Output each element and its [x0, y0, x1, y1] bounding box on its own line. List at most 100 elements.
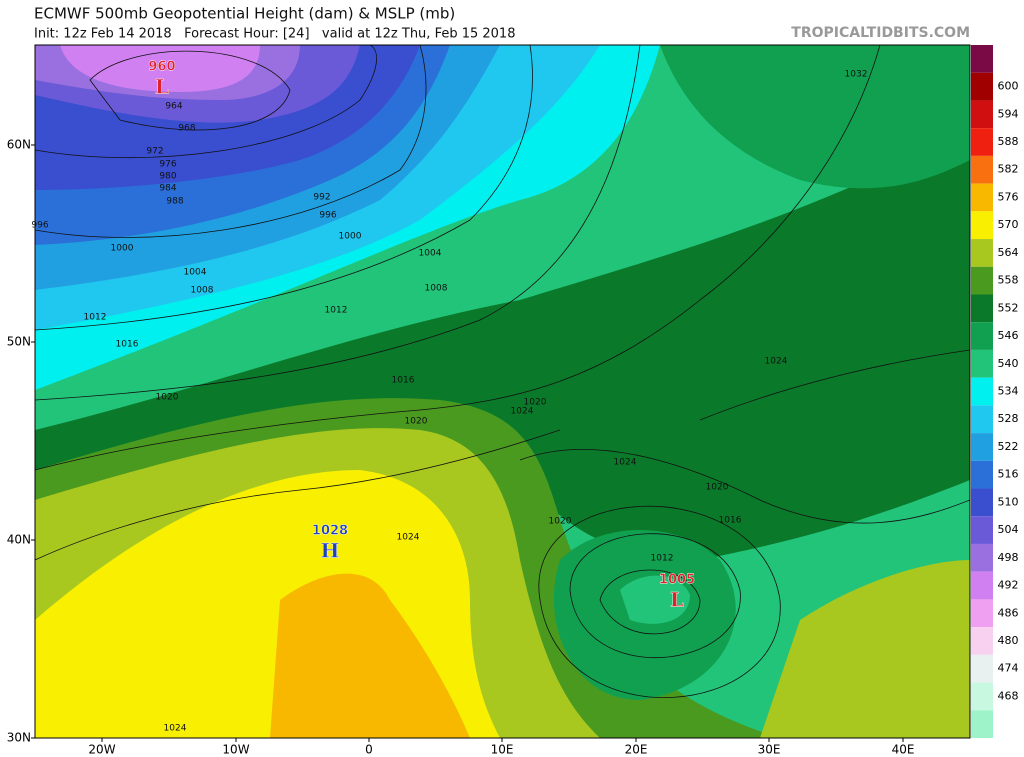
- lon-label: 0: [365, 743, 373, 757]
- isobar-label: 1016: [392, 376, 415, 386]
- colorbar-swatch: [971, 654, 993, 683]
- isobar-label: 1016: [719, 516, 742, 526]
- isobar-label: 984: [159, 184, 176, 194]
- isobar-label: 1016: [116, 340, 139, 350]
- colorbar-swatch: [971, 349, 993, 378]
- isobar-label: 1024: [614, 458, 637, 468]
- subtitle: Init: 12z Feb 14 2018 Forecast Hour: [24…: [34, 27, 515, 42]
- isobar-label: 1012: [325, 306, 348, 316]
- colorbar-label: 594: [998, 107, 1019, 120]
- isobar-label: 968: [178, 124, 195, 134]
- colorbar-swatch: [971, 710, 993, 738]
- colorbar-swatch: [971, 239, 993, 267]
- isobar-label: 1020: [549, 517, 572, 527]
- colorbar-swatch: [971, 72, 993, 101]
- lon-label: 20W: [88, 743, 115, 757]
- isobar-label: 972: [146, 147, 163, 157]
- colorbar-label: 492: [998, 579, 1019, 592]
- lon-label: 20E: [625, 743, 648, 757]
- colorbar-swatch: [971, 211, 993, 240]
- colorbar-label: 498: [998, 551, 1019, 564]
- isobar-label: 992: [313, 193, 330, 203]
- isobar-label: 1020: [524, 398, 547, 408]
- colorbar-label: 486: [998, 606, 1019, 619]
- colorbar-swatch: [971, 599, 993, 628]
- colorbar-swatch: [971, 155, 993, 184]
- isobar-label: 1024: [511, 407, 534, 417]
- isobar-label: 980: [159, 172, 176, 182]
- colorbar-swatch: [971, 405, 993, 434]
- map: [35, 45, 970, 738]
- colorbar-label: 552: [998, 301, 1019, 314]
- colorbar-label: 564: [998, 246, 1019, 259]
- isobar-label: 1008: [191, 286, 214, 296]
- colorbar-label: 522: [998, 440, 1019, 453]
- colorbar-label: 480: [998, 634, 1019, 647]
- isobar-label: 976: [159, 160, 176, 170]
- colorbar-label: 504: [998, 523, 1019, 536]
- lon-label: 30E: [758, 743, 781, 757]
- colorbar-label: 540: [998, 357, 1019, 370]
- isobar-label: 1020: [405, 417, 428, 427]
- colorbar-swatch: [971, 266, 993, 295]
- pressure-center-symbol: L: [670, 588, 684, 612]
- lat-label: 50N: [7, 335, 31, 349]
- colorbar-swatch: [971, 322, 993, 350]
- lon-label: 10E: [491, 743, 514, 757]
- colorbar-label: 558: [998, 274, 1019, 287]
- pressure-center-value: 960: [148, 60, 175, 75]
- isobar-label: 1004: [184, 268, 207, 278]
- isobar-label: 996: [31, 221, 48, 231]
- colorbar-swatch: [971, 294, 993, 323]
- colorbar-label: 582: [998, 163, 1019, 176]
- isobar-label: 1032: [845, 70, 868, 80]
- isobar-label: 1012: [651, 554, 674, 564]
- colorbar-swatch: [971, 543, 993, 572]
- isobar-label: 1012: [84, 313, 107, 323]
- colorbar-swatch: [971, 128, 993, 156]
- isobar-label: 1024: [164, 724, 187, 734]
- isobar-label: 1000: [111, 244, 134, 254]
- isobar-label: 964: [165, 102, 182, 112]
- lat-label: 60N: [7, 138, 31, 152]
- colorbar-label: 510: [998, 495, 1019, 508]
- colorbar-label: 534: [998, 385, 1019, 398]
- colorbar-swatch: [971, 516, 993, 544]
- isobar-label: 1008: [425, 284, 448, 294]
- isobar-label: 1024: [765, 357, 788, 367]
- isobar-label: 1020: [706, 483, 729, 493]
- colorbar-label: 528: [998, 412, 1019, 425]
- colorbar-swatch: [971, 100, 993, 129]
- lon-label: 10W: [222, 743, 249, 757]
- colorbar-label: 468: [998, 689, 1019, 702]
- title: ECMWF 500mb Geopotential Height (dam) & …: [34, 5, 455, 23]
- colorbar-label: 570: [998, 218, 1019, 231]
- lon-label: 40E: [892, 743, 915, 757]
- colorbar-swatch: [971, 377, 993, 406]
- isobar-label: 996: [319, 211, 336, 221]
- pressure-center-value: 1005: [659, 573, 695, 588]
- isobar-label: 1004: [419, 249, 442, 259]
- pressure-center-value: 1028: [312, 524, 348, 539]
- isobar-label: 988: [166, 197, 183, 207]
- pressure-center-symbol: H: [321, 539, 340, 563]
- lat-label: 30N: [7, 731, 31, 745]
- colorbar-label: 474: [998, 662, 1019, 675]
- isobar-label: 1020: [156, 393, 179, 403]
- pressure-center-symbol: L: [155, 75, 169, 99]
- colorbar-swatch: [971, 627, 993, 655]
- colorbar-label: 516: [998, 468, 1019, 481]
- colorbar-swatch: [971, 571, 993, 600]
- colorbar-swatch: [971, 433, 993, 461]
- isobar-label: 1024: [397, 533, 420, 543]
- isobar-label: 1000: [339, 232, 362, 242]
- colorbar-swatch: [971, 45, 993, 73]
- colorbar-swatch: [971, 460, 993, 489]
- colorbar-swatch: [971, 488, 993, 517]
- colorbar-label: 576: [998, 190, 1019, 203]
- colorbar-swatch: [971, 183, 993, 212]
- colorbar-swatch: [971, 682, 993, 711]
- colorbar-label: 600: [998, 80, 1019, 93]
